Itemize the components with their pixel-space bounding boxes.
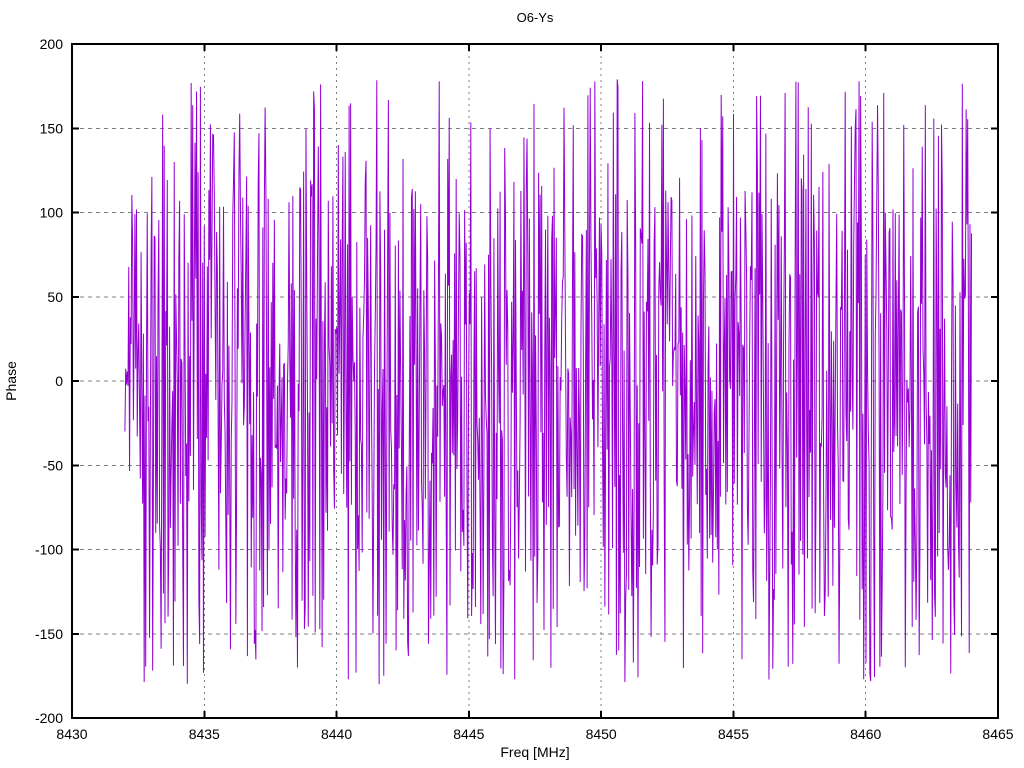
- x-tick-label: 8435: [189, 726, 220, 742]
- y-tick-label: 150: [40, 120, 64, 136]
- chart-title: O6-Ys: [517, 10, 554, 25]
- y-axis-tick-labels: -200 -150 -100 -50 0 50 100 150 200: [35, 36, 63, 726]
- y-axis-title: Phase: [3, 361, 19, 401]
- y-tick-label: 100: [40, 205, 64, 221]
- data-series-phase: [124, 79, 973, 685]
- x-tick-label: 8465: [982, 726, 1013, 742]
- y-tick-label: -150: [35, 626, 63, 642]
- x-tick-label: 8460: [850, 726, 881, 742]
- y-tick-label: 200: [40, 36, 64, 52]
- x-tick-label: 8440: [321, 726, 352, 742]
- x-tick-label: 8430: [56, 726, 87, 742]
- x-axis-tick-labels: 8430 8435 8440 8445 8450 8455 8460 8465: [56, 726, 1013, 742]
- y-tick-label: -200: [35, 710, 63, 726]
- x-axis-title: Freq [MHz]: [500, 744, 569, 760]
- x-tick-label: 8455: [718, 726, 749, 742]
- tick-marks: [71, 43, 999, 719]
- y-tick-label: -100: [35, 542, 63, 558]
- x-tick-label: 8445: [453, 726, 484, 742]
- y-tick-label: 50: [47, 289, 63, 305]
- x-tick-label: 8450: [586, 726, 617, 742]
- y-tick-label: -50: [43, 457, 63, 473]
- y-tick-label: 0: [55, 373, 63, 389]
